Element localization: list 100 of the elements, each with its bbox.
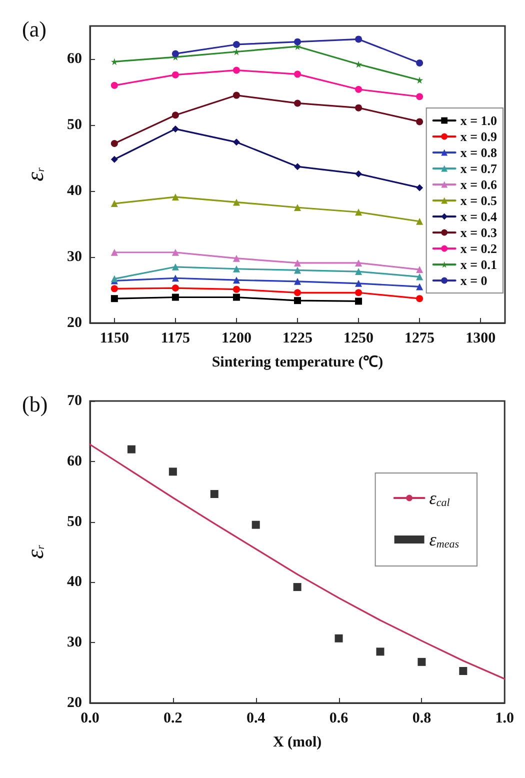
x-tick-label: 1250 [344, 330, 374, 346]
point [294, 204, 301, 211]
x-tick-label: 0.6 [329, 710, 349, 726]
point [376, 648, 384, 656]
text: (a) [22, 16, 46, 42]
point [355, 280, 362, 287]
point [294, 163, 301, 170]
point [294, 38, 301, 46]
point [168, 468, 177, 476]
point [355, 259, 362, 266]
point [355, 268, 362, 276]
point [294, 289, 301, 296]
point [232, 40, 240, 48]
point [252, 520, 260, 529]
point [232, 66, 240, 74]
y-tick-label: 70 [67, 393, 82, 409]
x-tick-label: 0.8 [412, 710, 432, 726]
point [416, 59, 424, 66]
legend-label: x = 0.9 [460, 129, 498, 144]
x-axis-title: X (mol) [272, 734, 322, 750]
point [232, 294, 240, 301]
point [110, 140, 118, 147]
point [172, 50, 179, 58]
point [416, 273, 424, 280]
point [416, 76, 424, 84]
legend-label: x = 0.2 [460, 241, 498, 256]
point [172, 263, 179, 270]
point [294, 266, 301, 274]
text: (b) [22, 392, 48, 416]
legend-label: x = 0.6 [460, 177, 498, 192]
point [232, 254, 240, 262]
point [172, 294, 179, 301]
point [355, 289, 362, 296]
point [418, 658, 426, 666]
point [232, 286, 240, 293]
point [355, 36, 362, 43]
point [355, 86, 362, 93]
y-tick-label: 60 [67, 51, 82, 67]
point [110, 285, 118, 292]
point [232, 48, 240, 56]
x-tick-label: 1200 [221, 330, 252, 346]
x-tick-label: 1275 [404, 330, 435, 346]
point [110, 295, 118, 302]
x-tick-label: 0.4 [246, 710, 266, 726]
point [210, 490, 218, 498]
legend-label: x = 0.8 [460, 145, 498, 160]
point [172, 112, 179, 119]
line-series [89, 444, 506, 680]
x-tick-label: 1.0 [495, 710, 514, 726]
point [294, 100, 301, 107]
point [294, 259, 301, 266]
legend-label: x = 0.1 [460, 257, 498, 272]
legend-label: x = 1.0 [460, 113, 498, 128]
point [110, 200, 118, 208]
point [416, 283, 424, 290]
point [232, 198, 240, 206]
point [172, 71, 179, 78]
legend-label: x = 0.7 [460, 161, 498, 176]
point [110, 156, 118, 163]
y-tick-label: 30 [67, 249, 82, 265]
point [110, 248, 118, 256]
legend-label: x = 0.5 [460, 193, 498, 208]
x-tick-label: 1150 [100, 330, 130, 346]
point [172, 284, 179, 292]
legend-label: x = 0 [460, 273, 488, 288]
point [334, 634, 343, 642]
legend-label: x = 0.4 [460, 209, 498, 224]
point [293, 583, 302, 592]
y-tick-label: 50 [67, 117, 82, 133]
y-tick-label: 40 [67, 574, 82, 590]
point [232, 265, 240, 272]
point [416, 184, 424, 192]
point [294, 297, 301, 304]
point [172, 125, 179, 132]
x-tick-label: 1300 [466, 330, 496, 346]
point [110, 58, 118, 66]
y-tick-label: 20 [67, 315, 82, 331]
point [355, 104, 362, 112]
x-axis-title: Sintering temperature (℃) [212, 354, 384, 370]
point [232, 138, 240, 146]
point [355, 60, 362, 68]
point [172, 193, 179, 200]
point [355, 208, 362, 216]
point [355, 170, 362, 178]
point [172, 248, 179, 256]
point [110, 82, 118, 89]
y-tick-label: 20 [67, 695, 82, 711]
point [416, 218, 424, 225]
point [172, 274, 179, 282]
point [459, 666, 468, 675]
y-axis-title: εr [23, 166, 49, 182]
point [127, 445, 136, 454]
point [232, 92, 240, 99]
x-tick-label: 1225 [282, 330, 312, 346]
point [355, 298, 362, 305]
point [416, 93, 424, 100]
point [416, 118, 424, 126]
y-tick-label: 50 [67, 514, 82, 530]
point [232, 276, 240, 284]
x-tick-label: 0.0 [80, 710, 100, 726]
